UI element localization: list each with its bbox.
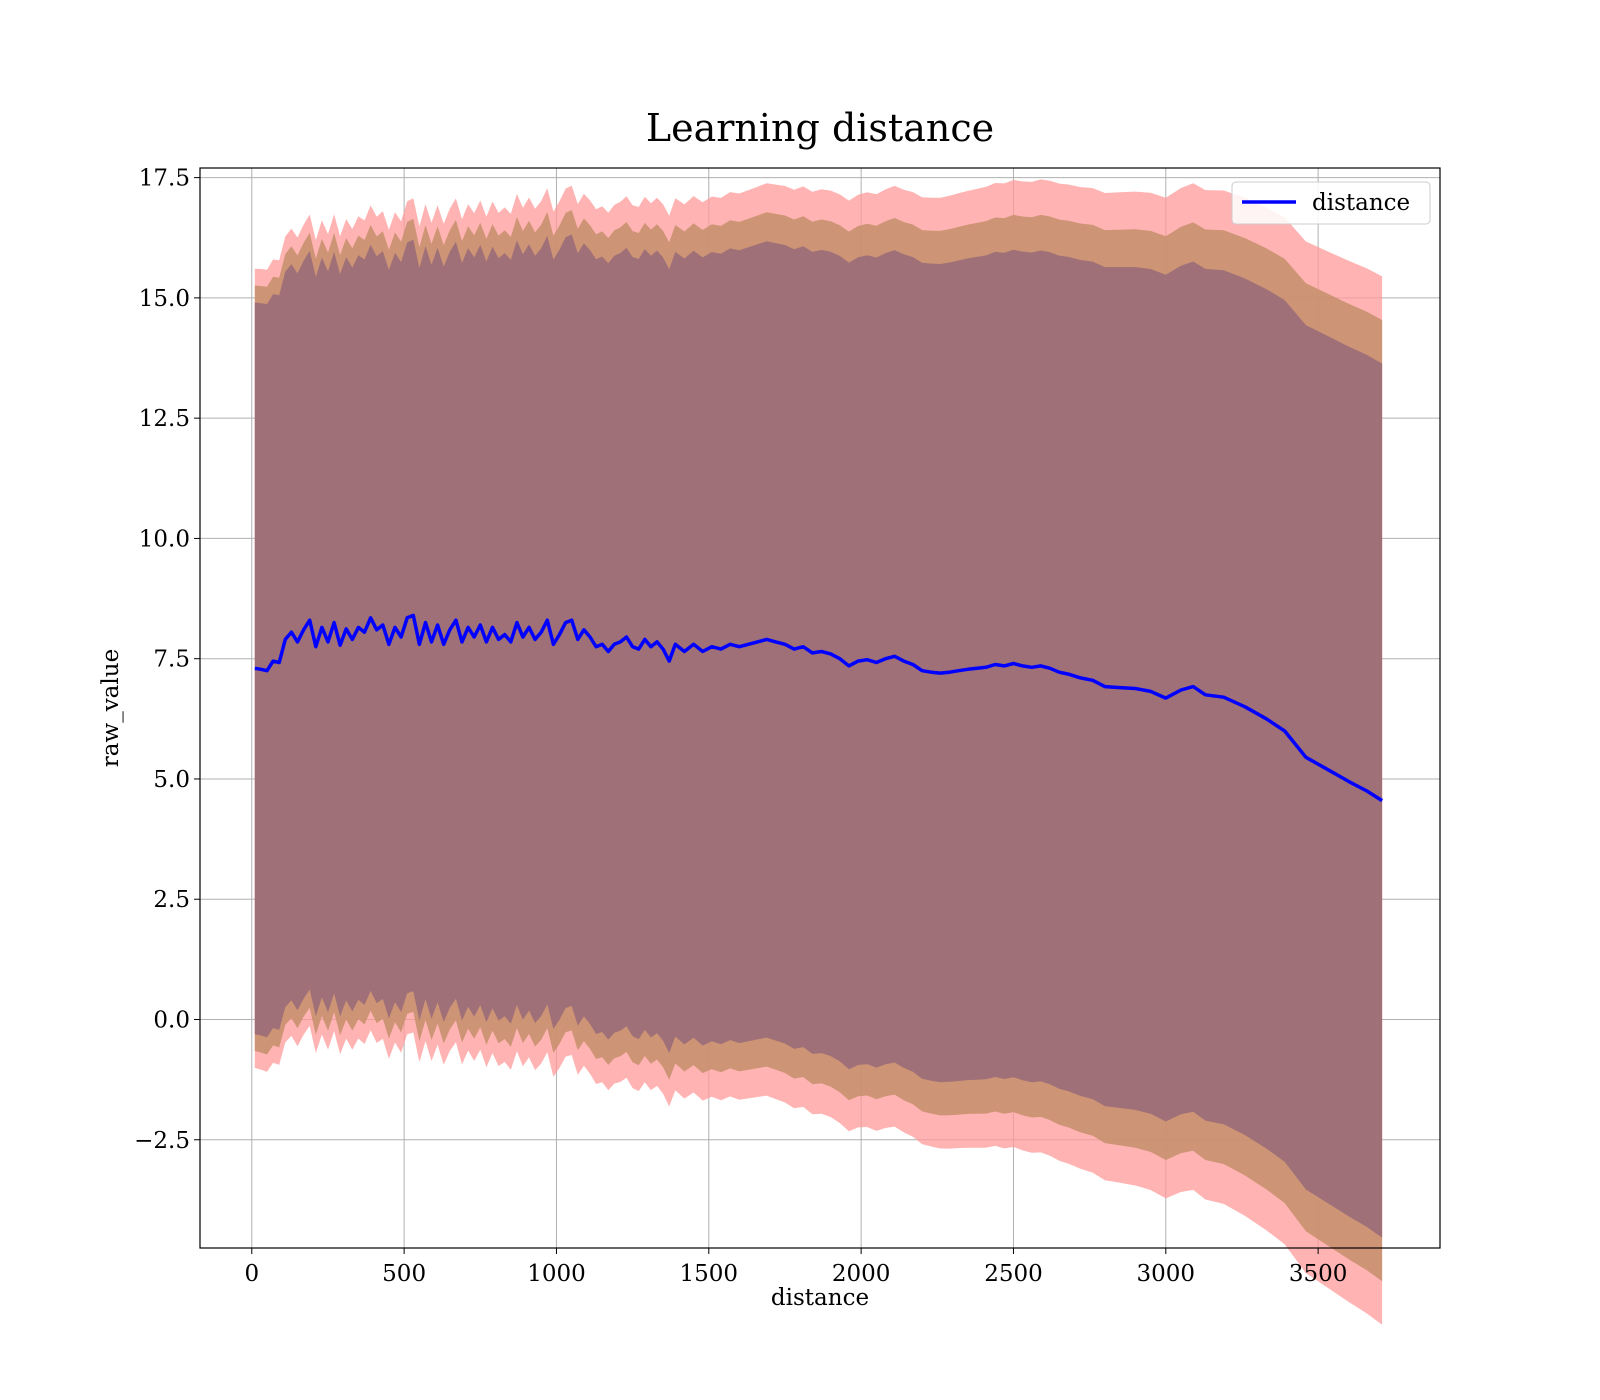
x-tick-label: 2500	[984, 1261, 1043, 1287]
y-tick-label: 10.0	[139, 526, 190, 552]
x-tick-label: 3000	[1137, 1261, 1196, 1287]
plot-frame	[199, 167, 1441, 1249]
x-axis-label: distance	[771, 1285, 869, 1311]
series-lines	[254, 613, 1384, 803]
x-tick-label: 1500	[680, 1261, 739, 1287]
y-tick-label: 2.5	[153, 887, 190, 913]
series-line-distance	[254, 613, 1384, 803]
y-tick-label: 5.0	[153, 767, 190, 793]
x-tick-label: 0	[244, 1261, 259, 1287]
x-tick-label: 3500	[1289, 1261, 1348, 1287]
x-tick-label: 2000	[832, 1261, 891, 1287]
y-tick-label: 15.0	[139, 286, 190, 312]
confidence-bands	[254, 179, 1383, 1325]
x-tick-label: 500	[382, 1261, 426, 1287]
x-tick-label: 1000	[527, 1261, 586, 1287]
inner-band	[254, 234, 1383, 1238]
y-tick-label: 17.5	[139, 166, 190, 192]
y-tick-label: 12.5	[139, 406, 190, 432]
legend-box	[1231, 181, 1431, 225]
legend-label-distance: distance	[1312, 190, 1410, 216]
y-tick-label: −2.5	[134, 1128, 190, 1154]
axis-ticks: 0 500 1000 1500 2000 2500 3000 3500 −2.5 0.0 2.5 5.…	[134, 166, 1347, 1287]
y-tick-label: 0.0	[153, 1007, 190, 1033]
chart-title: Learning distance	[646, 106, 994, 150]
y-axis-label: raw_value	[98, 649, 124, 767]
y-tick-label: 7.5	[153, 647, 190, 673]
legend: distance	[1231, 181, 1431, 225]
